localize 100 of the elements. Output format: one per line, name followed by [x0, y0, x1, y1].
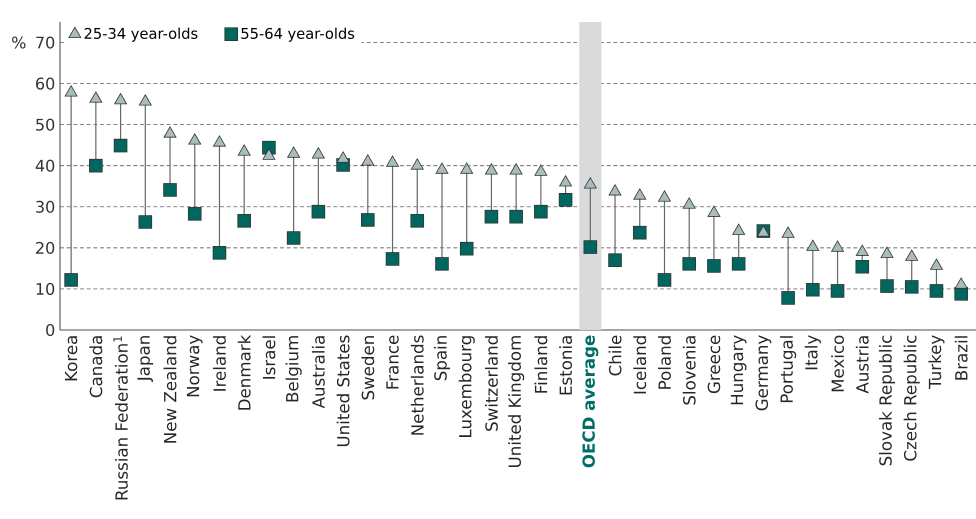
point	[114, 93, 127, 104]
x-tick-label: Ireland	[213, 336, 226, 391]
x-tick-label: Germany	[755, 335, 772, 410]
x-tick-label: Canada	[89, 336, 102, 398]
x-tick-label: OECD average	[582, 336, 598, 468]
point	[213, 135, 226, 147]
point	[312, 147, 325, 159]
x-tick-label: Chile	[608, 336, 622, 376]
point	[436, 162, 448, 174]
x-tick-label: Belgium	[286, 336, 302, 402]
x-tick-label: Switzerland	[484, 336, 498, 431]
x-tick-label: Estonia	[559, 336, 572, 394]
x-tick-label: Poland	[658, 336, 671, 389]
point	[435, 257, 449, 271]
point	[806, 282, 820, 297]
x-tick-label: New Zealand	[164, 336, 176, 443]
y-tick-label: 10	[36, 282, 54, 295]
point	[830, 284, 844, 298]
point	[485, 163, 498, 175]
x-tick-label: Denmark	[238, 334, 251, 410]
point	[361, 213, 375, 227]
point	[114, 138, 128, 152]
point	[855, 260, 870, 274]
point	[930, 258, 943, 270]
point	[509, 210, 523, 224]
point	[262, 148, 276, 160]
x-tick-label: Luxembourg	[458, 336, 475, 437]
point	[608, 184, 622, 196]
y-tick-label: 0	[46, 324, 54, 336]
y-tick-label: 40	[36, 160, 54, 172]
x-tick-label: Australia	[312, 336, 325, 408]
point	[386, 252, 400, 266]
point	[782, 226, 795, 238]
point	[559, 175, 572, 186]
point	[658, 273, 672, 287]
x-tick-label: Finland	[534, 336, 548, 393]
point	[682, 197, 696, 209]
y-tick-label: 60	[36, 78, 54, 90]
x-tick-label: Iceland	[633, 336, 646, 394]
point	[708, 206, 720, 217]
point	[930, 284, 944, 298]
x-tick-label: Slovenia	[682, 336, 696, 405]
point	[188, 206, 202, 221]
point	[484, 210, 498, 224]
point	[682, 257, 696, 271]
point	[238, 144, 251, 156]
point	[89, 91, 102, 103]
point	[460, 242, 474, 256]
x-tick-label: Turkey	[928, 335, 945, 389]
point	[64, 85, 78, 97]
point	[410, 214, 424, 228]
point	[164, 126, 176, 138]
point	[410, 158, 424, 170]
point	[904, 280, 919, 294]
y-tick-label: 20	[36, 242, 54, 254]
x-tick-label: Greece	[708, 336, 720, 394]
point	[584, 240, 598, 254]
x-tick-label: Spain	[434, 336, 450, 380]
x-tick-label: United Kingdom	[508, 336, 524, 468]
point	[510, 163, 523, 175]
point	[880, 246, 894, 258]
x-tick-label: Japan	[137, 336, 154, 382]
x-tick-label: Norway	[186, 335, 203, 396]
point	[831, 240, 844, 252]
point	[286, 231, 300, 245]
x-tick-label: Czech Republic	[904, 336, 920, 461]
point	[336, 151, 350, 163]
point	[856, 244, 869, 256]
point	[534, 164, 548, 176]
x-tick-label: Mexico	[831, 336, 844, 392]
point	[312, 204, 326, 219]
point	[138, 215, 152, 229]
x-tick-label: Italy	[804, 335, 821, 370]
x-tick-label: Russian Federation$^{1}$	[113, 336, 128, 500]
legend-label: 55-64 year-olds	[241, 28, 354, 42]
point	[632, 226, 647, 240]
point	[806, 240, 820, 251]
point	[880, 279, 894, 293]
point	[608, 253, 622, 267]
y-tick-label: 30	[36, 200, 54, 213]
point	[905, 250, 918, 261]
point	[658, 190, 671, 202]
y-tick-label: 70	[36, 36, 54, 49]
point	[361, 154, 374, 166]
x-tick-label: Austria	[856, 336, 869, 394]
legend-label: 25-34 year-olds	[84, 28, 198, 42]
point	[534, 204, 548, 219]
point	[163, 183, 177, 197]
point	[212, 246, 226, 260]
x-tick-label: Slovak Republic	[878, 336, 896, 466]
x-tick-label: Netherlands	[410, 336, 424, 435]
point	[460, 162, 474, 174]
point	[558, 193, 572, 207]
point	[188, 133, 202, 145]
point	[732, 257, 746, 271]
x-tick-label: Korea	[64, 336, 78, 380]
point	[633, 188, 646, 200]
point	[584, 177, 597, 188]
point	[707, 259, 721, 273]
x-tick-label: Brazil	[954, 336, 968, 380]
